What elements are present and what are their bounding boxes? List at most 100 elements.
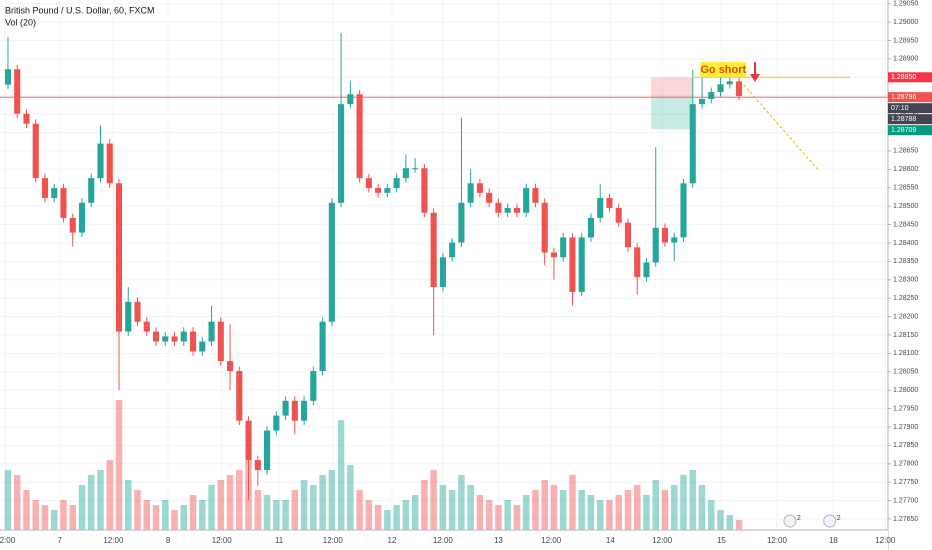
candle-body — [245, 420, 252, 461]
y-tick-label: 1.28400 — [893, 240, 918, 247]
volume-bar — [88, 475, 95, 530]
volume-bar — [504, 500, 511, 530]
stop-zone — [651, 77, 693, 98]
candle-body — [23, 113, 30, 124]
candle-body — [134, 301, 141, 322]
y-tick-label: 1.28900 — [893, 56, 918, 63]
volume-bar — [689, 470, 696, 530]
volume-bar — [162, 500, 169, 530]
y-tick-label: 1.28650 — [893, 148, 918, 155]
candle-body — [486, 192, 493, 203]
volume-bar — [439, 485, 447, 530]
volume-bar — [698, 485, 706, 530]
volume-bar — [347, 465, 354, 530]
candle-body — [319, 321, 326, 371]
candle-body — [291, 400, 298, 421]
volume-bar — [189, 495, 197, 530]
trend-line — [743, 84, 819, 170]
price-label: 1.28850 — [891, 74, 916, 81]
x-tick-label: 8 — [166, 536, 171, 545]
candle-body — [60, 188, 67, 218]
candle-body — [661, 227, 669, 243]
volume-bar — [356, 490, 363, 530]
candle-body — [69, 217, 76, 233]
x-tick-label: 7 — [58, 536, 63, 545]
volume-bar — [670, 485, 678, 530]
candle-body — [578, 237, 585, 292]
volume-bar — [60, 500, 67, 530]
candle-body — [180, 331, 187, 342]
candle-body — [356, 94, 363, 179]
volume-layer — [4, 400, 743, 530]
arrow-head — [750, 74, 760, 82]
candle-body — [689, 104, 696, 184]
chart-title: British Pound / U.S. Dollar, 60, FXCM — [5, 5, 155, 15]
volume-bar — [134, 490, 141, 530]
candle-body — [634, 247, 641, 278]
volume-bar — [180, 505, 188, 530]
candle-body — [254, 460, 261, 471]
volume-bar — [97, 470, 104, 530]
volume-bar — [217, 480, 225, 530]
candle-body — [226, 361, 234, 371]
candles — [4, 32, 743, 500]
volume-bar — [69, 505, 76, 530]
price-label-box — [888, 92, 932, 103]
volume-bar — [596, 500, 604, 530]
candle-body — [615, 207, 622, 223]
countdown-label: 07:10 — [891, 105, 909, 112]
candle-body — [624, 222, 632, 248]
volume-bar — [254, 490, 262, 530]
y-tick-label: 1.27900 — [893, 424, 918, 431]
event-icon — [823, 514, 837, 528]
y-tick-label: 1.28100 — [893, 350, 918, 357]
candle-body — [504, 207, 511, 213]
y-tick-label: 1.27700 — [893, 497, 918, 504]
candle-body — [532, 188, 539, 203]
volume-bar — [300, 480, 308, 530]
candle-body — [439, 257, 446, 288]
y-tick-label: 1.28550 — [893, 185, 918, 192]
candle-body — [393, 178, 400, 189]
y-tick-label: 1.29000 — [893, 19, 918, 26]
price-label-box — [888, 114, 932, 125]
candle-body — [4, 69, 12, 85]
candle-body — [236, 371, 243, 421]
candle-body — [467, 183, 474, 203]
volume-bar — [236, 470, 243, 530]
candle-body — [171, 336, 178, 342]
candle-body — [726, 81, 733, 85]
y-tick-label: 1.28350 — [893, 258, 918, 265]
candle-body — [282, 400, 289, 416]
candle-body — [680, 183, 687, 238]
x-tick-label: 12 — [388, 536, 397, 545]
candle-body — [375, 188, 382, 193]
candle-body — [597, 198, 604, 218]
volume-bar — [559, 490, 567, 530]
candle-body — [365, 178, 372, 189]
volume-bar — [328, 470, 336, 530]
price-label-box — [888, 72, 932, 83]
volume-bar — [522, 495, 530, 530]
volume-bar — [550, 485, 558, 530]
y-tick-label: 1.28950 — [893, 37, 918, 44]
volume-bar — [50, 510, 58, 530]
candle-body — [560, 237, 567, 258]
candle-body — [273, 415, 280, 431]
time-axis — [0, 530, 888, 550]
candle-body — [430, 212, 437, 288]
candle-body — [301, 400, 308, 421]
y-tick-label: 1.27650 — [893, 516, 918, 523]
candle-body — [328, 202, 335, 322]
candle-body — [189, 331, 197, 352]
candle-body — [143, 321, 150, 332]
volume-bar — [726, 515, 733, 530]
y-tick-label: 1.27750 — [893, 479, 918, 486]
candle-body — [41, 178, 49, 199]
x-tick-label: 12:00 — [767, 536, 788, 545]
volume-bar — [208, 485, 215, 530]
x-tick-label: 11 — [275, 536, 284, 545]
candle-body — [698, 99, 706, 105]
candle-body — [78, 202, 86, 233]
